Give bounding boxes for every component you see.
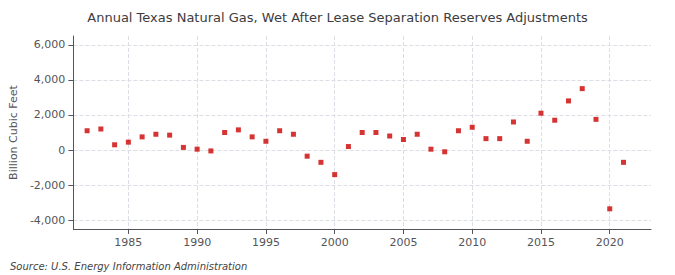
svg-text:Source: U.S. Energy Informatio: Source: U.S. Energy Information Administ… [10, 261, 247, 272]
svg-text:2,000: 2,000 [34, 108, 66, 121]
svg-text:Billion Cubic Feet: Billion Cubic Feet [7, 84, 20, 179]
svg-text:6,000: 6,000 [34, 38, 66, 51]
svg-text:1985: 1985 [114, 236, 142, 249]
svg-text:2010: 2010 [458, 236, 486, 249]
svg-text:0: 0 [58, 144, 65, 157]
svg-text:2015: 2015 [527, 236, 555, 249]
svg-text:Annual Texas Natural Gas, Wet: Annual Texas Natural Gas, Wet After Leas… [87, 10, 588, 25]
svg-text:2005: 2005 [389, 236, 417, 249]
svg-text:2020: 2020 [596, 236, 624, 249]
svg-text:1995: 1995 [252, 236, 280, 249]
svg-text:1990: 1990 [183, 236, 211, 249]
svg-text:2000: 2000 [321, 236, 349, 249]
svg-text:4,000: 4,000 [34, 73, 66, 86]
svg-text:-2,000: -2,000 [30, 179, 65, 192]
svg-text:-4,000: -4,000 [30, 214, 65, 227]
